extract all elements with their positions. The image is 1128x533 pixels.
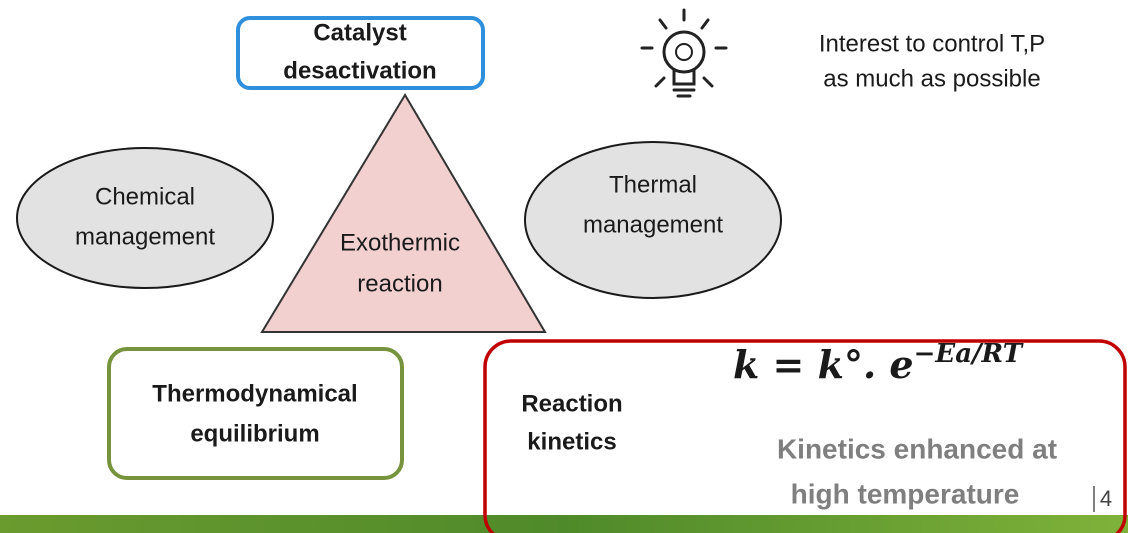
kinetics-label: kinetics — [527, 428, 616, 455]
kinetics-label: Reaction — [521, 390, 622, 417]
thermal-line: Thermal — [609, 171, 697, 198]
idea-line: Interest to control T,P — [819, 30, 1045, 57]
formula: k = k°. e−Ea/RT — [733, 339, 1024, 387]
idea-line: as much as possible — [823, 65, 1040, 92]
equilibrium-line: Thermodynamical — [152, 380, 357, 407]
reaction-line: Exothermic — [340, 229, 460, 256]
bulb-icon — [640, 8, 728, 98]
catalyst-line: desactivation — [283, 57, 436, 84]
equilibrium-line: equilibrium — [190, 420, 319, 447]
chemical-line: management — [75, 223, 215, 250]
thermal-line: management — [583, 211, 723, 238]
equilibrium-box — [107, 347, 404, 480]
catalyst-box — [236, 16, 485, 90]
formula-exponent: −Ea/RT — [914, 339, 1024, 369]
catalyst-line: Catalyst — [313, 19, 406, 46]
chemical-ellipse — [16, 147, 274, 289]
chemical-line: Chemical — [95, 183, 195, 210]
kinetics-box — [483, 339, 1127, 533]
reaction-triangle — [260, 93, 547, 333]
footer-bar — [0, 515, 1128, 533]
reaction-line: reaction — [357, 270, 442, 297]
formula-base: k = k°. e — [733, 342, 914, 387]
kinetics-note: high temperature — [791, 478, 1020, 509]
kinetics-note: Kinetics enhanced at — [777, 433, 1057, 464]
page-number: 4 — [1100, 486, 1112, 511]
thermal-ellipse — [524, 141, 782, 299]
